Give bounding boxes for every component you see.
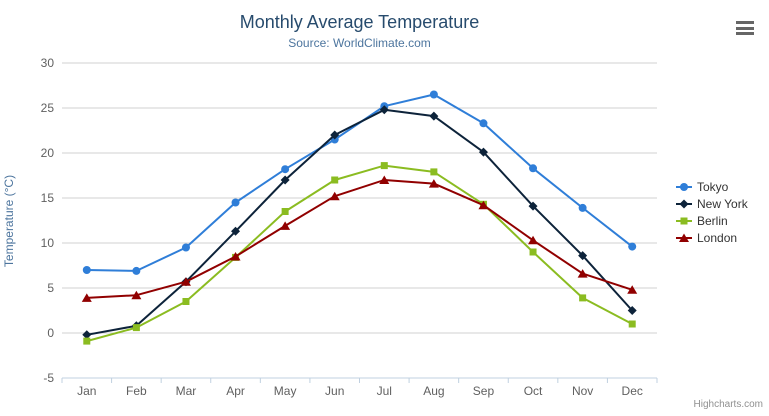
data-point-berlin[interactable] bbox=[628, 320, 636, 328]
y-axis-tick-label: 20 bbox=[41, 146, 55, 160]
data-point-new-york[interactable] bbox=[578, 251, 588, 261]
x-axis-tick-label: Dec bbox=[622, 384, 643, 398]
y-axis-tick-label: -5 bbox=[43, 371, 54, 385]
x-axis-tick-label: Oct bbox=[524, 384, 543, 398]
data-point-tokyo[interactable] bbox=[231, 198, 240, 207]
data-point-new-york[interactable] bbox=[429, 111, 439, 121]
x-axis-tick-label: Jul bbox=[377, 384, 392, 398]
hamburger-icon bbox=[736, 32, 754, 35]
data-point-new-york[interactable] bbox=[82, 330, 92, 340]
square-legend-marker-icon bbox=[676, 217, 692, 225]
y-axis-title: Temperature (°C) bbox=[2, 174, 16, 268]
legend-label: Berlin bbox=[697, 214, 728, 228]
data-point-new-york[interactable] bbox=[379, 105, 389, 115]
data-point-london[interactable] bbox=[280, 221, 291, 230]
data-point-london[interactable] bbox=[428, 179, 439, 188]
data-point-london[interactable] bbox=[627, 285, 638, 294]
x-axis-tick-label: May bbox=[274, 384, 297, 398]
data-point-berlin[interactable] bbox=[529, 248, 537, 256]
legend-item-new-york[interactable]: New York bbox=[676, 197, 748, 211]
hamburger-icon bbox=[736, 21, 754, 24]
x-axis-tick-label: Feb bbox=[126, 384, 147, 398]
data-point-london[interactable] bbox=[81, 293, 92, 302]
data-point-new-york[interactable] bbox=[478, 147, 488, 157]
triangle-legend-marker-icon bbox=[676, 233, 692, 243]
x-axis-tick-label: Mar bbox=[176, 384, 197, 398]
hamburger-icon bbox=[736, 26, 754, 30]
legend-marker[interactable] bbox=[680, 183, 688, 191]
y-axis-tick-label: 25 bbox=[41, 101, 55, 115]
x-axis-tick-label: Jan bbox=[77, 384, 96, 398]
legend: Tokyo New York Berlin London bbox=[676, 180, 748, 245]
data-point-london[interactable] bbox=[478, 200, 489, 210]
data-point-london[interactable] bbox=[230, 252, 241, 261]
chart-title: Monthly Average Temperature bbox=[239, 12, 480, 32]
data-point-london[interactable] bbox=[379, 175, 390, 185]
data-point-tokyo[interactable] bbox=[82, 266, 91, 274]
x-axis-tick-label: Jun bbox=[325, 384, 344, 398]
legend-item-tokyo[interactable]: Tokyo bbox=[676, 180, 748, 194]
legend-label: London bbox=[697, 231, 738, 245]
data-point-berlin[interactable] bbox=[380, 162, 388, 170]
diamond-legend-marker-icon bbox=[676, 199, 692, 209]
export-menu-button[interactable] bbox=[736, 21, 754, 35]
legend-marker[interactable] bbox=[680, 217, 688, 225]
y-axis-tick-label: 5 bbox=[47, 281, 54, 295]
data-point-tokyo[interactable] bbox=[628, 242, 637, 251]
data-point-new-york[interactable] bbox=[330, 130, 340, 140]
data-point-berlin[interactable] bbox=[281, 208, 289, 215]
series-line-new-york bbox=[86, 108, 633, 336]
legend-item-berlin[interactable]: Berlin bbox=[676, 214, 748, 228]
x-axis-tick-label: Sep bbox=[473, 384, 495, 398]
data-point-london[interactable] bbox=[528, 235, 539, 245]
x-axis-tick-label: Aug bbox=[423, 384, 444, 398]
data-point-new-york[interactable] bbox=[528, 201, 538, 211]
data-point-tokyo[interactable] bbox=[529, 164, 538, 173]
data-point-tokyo[interactable] bbox=[479, 119, 488, 128]
data-point-london[interactable] bbox=[180, 277, 191, 286]
legend-item-london[interactable]: London bbox=[676, 231, 748, 245]
legend-label: New York bbox=[697, 197, 748, 211]
data-point-london[interactable] bbox=[329, 191, 340, 201]
data-point-tokyo[interactable] bbox=[181, 243, 190, 252]
data-point-berlin[interactable] bbox=[83, 337, 91, 345]
data-point-tokyo[interactable] bbox=[429, 90, 438, 99]
data-point-new-york[interactable] bbox=[231, 226, 241, 236]
data-point-berlin[interactable] bbox=[331, 176, 339, 184]
series-line-london bbox=[86, 179, 633, 299]
data-point-london[interactable] bbox=[131, 290, 142, 300]
data-point-new-york[interactable] bbox=[280, 175, 290, 185]
x-axis-tick-label: Nov bbox=[572, 384, 593, 398]
data-point-tokyo[interactable] bbox=[578, 203, 587, 212]
legend-marker[interactable] bbox=[679, 199, 689, 209]
circle-legend-marker-icon bbox=[676, 183, 692, 191]
y-axis-tick-label: 15 bbox=[41, 191, 55, 205]
chart-subtitle: Source: WorldClimate.com bbox=[288, 36, 431, 50]
data-point-london[interactable] bbox=[577, 269, 588, 278]
credits-link[interactable]: Highcharts.com bbox=[693, 399, 763, 410]
data-point-tokyo[interactable] bbox=[132, 266, 141, 275]
data-point-berlin[interactable] bbox=[579, 294, 587, 302]
y-axis-tick-label: 30 bbox=[41, 56, 55, 70]
data-point-new-york[interactable] bbox=[627, 306, 637, 315]
legend-label: Tokyo bbox=[697, 180, 729, 194]
y-axis-tick-label: 0 bbox=[47, 326, 54, 340]
x-axis-tick-label: Apr bbox=[226, 384, 245, 398]
y-axis-tick-label: 10 bbox=[41, 236, 55, 250]
series-line-berlin bbox=[86, 164, 633, 343]
data-point-berlin[interactable] bbox=[430, 168, 438, 176]
data-point-berlin[interactable] bbox=[132, 324, 140, 332]
data-point-berlin[interactable] bbox=[182, 298, 190, 305]
legend-marker[interactable] bbox=[679, 233, 689, 243]
data-point-tokyo[interactable] bbox=[281, 165, 290, 174]
series-line-tokyo bbox=[86, 93, 633, 272]
